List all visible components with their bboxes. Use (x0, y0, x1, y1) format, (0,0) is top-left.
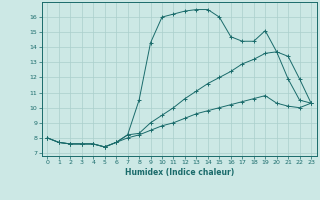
X-axis label: Humidex (Indice chaleur): Humidex (Indice chaleur) (124, 168, 234, 177)
